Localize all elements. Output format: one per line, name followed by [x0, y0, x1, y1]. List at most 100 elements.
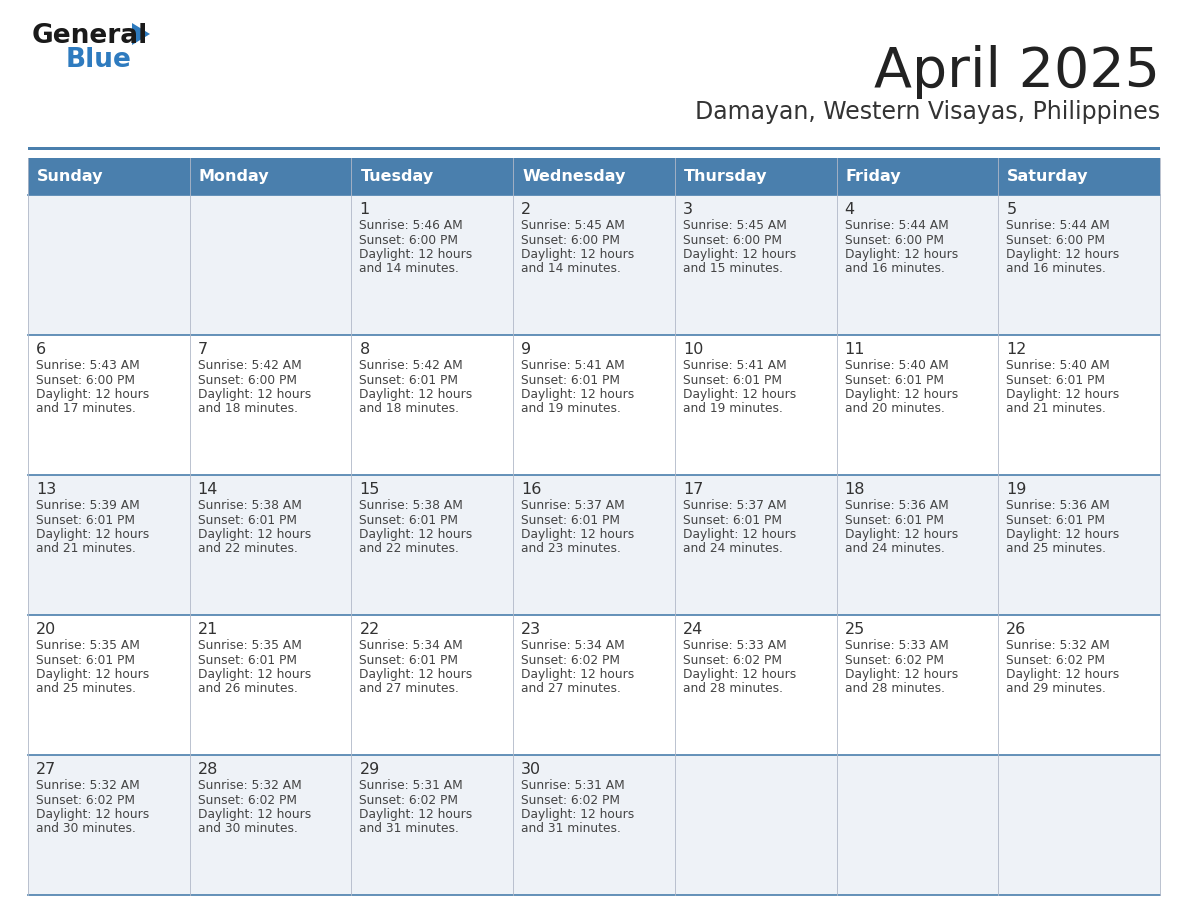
Text: Daylight: 12 hours: Daylight: 12 hours	[1006, 388, 1119, 401]
Text: Sunrise: 5:37 AM: Sunrise: 5:37 AM	[683, 499, 786, 512]
Text: Sunrise: 5:42 AM: Sunrise: 5:42 AM	[360, 359, 463, 372]
Text: 4: 4	[845, 202, 854, 217]
Text: Wednesday: Wednesday	[523, 169, 626, 184]
Text: Tuesday: Tuesday	[360, 169, 434, 184]
Text: Daylight: 12 hours: Daylight: 12 hours	[683, 528, 796, 541]
Text: Sunset: 6:01 PM: Sunset: 6:01 PM	[36, 654, 135, 666]
Text: Sunrise: 5:43 AM: Sunrise: 5:43 AM	[36, 359, 140, 372]
Text: Sunset: 6:00 PM: Sunset: 6:00 PM	[197, 374, 297, 386]
Text: 18: 18	[845, 482, 865, 497]
Text: and 18 minutes.: and 18 minutes.	[197, 402, 298, 416]
Text: Sunrise: 5:35 AM: Sunrise: 5:35 AM	[197, 639, 302, 652]
Text: Sunrise: 5:32 AM: Sunrise: 5:32 AM	[1006, 639, 1110, 652]
Text: Sunset: 6:02 PM: Sunset: 6:02 PM	[360, 793, 459, 807]
Bar	[29, 147, 1159, 150]
Text: Daylight: 12 hours: Daylight: 12 hours	[197, 668, 311, 681]
Text: Sunset: 6:02 PM: Sunset: 6:02 PM	[845, 654, 943, 666]
Text: 6: 6	[36, 342, 46, 357]
Text: Sunrise: 5:38 AM: Sunrise: 5:38 AM	[360, 499, 463, 512]
Text: 15: 15	[360, 482, 380, 497]
Text: Daylight: 12 hours: Daylight: 12 hours	[360, 668, 473, 681]
Bar	[29, 195, 1159, 335]
Text: Daylight: 12 hours: Daylight: 12 hours	[522, 388, 634, 401]
Text: Sunday: Sunday	[37, 169, 103, 184]
Text: Daylight: 12 hours: Daylight: 12 hours	[522, 528, 634, 541]
Text: Sunrise: 5:45 AM: Sunrise: 5:45 AM	[683, 219, 786, 232]
Text: 22: 22	[360, 622, 380, 637]
Text: and 23 minutes.: and 23 minutes.	[522, 543, 621, 555]
Text: and 16 minutes.: and 16 minutes.	[1006, 263, 1106, 275]
Text: Sunrise: 5:46 AM: Sunrise: 5:46 AM	[360, 219, 463, 232]
Text: Daylight: 12 hours: Daylight: 12 hours	[36, 808, 150, 821]
Text: 13: 13	[36, 482, 56, 497]
Text: and 25 minutes.: and 25 minutes.	[36, 682, 135, 696]
Text: 8: 8	[360, 342, 369, 357]
Text: 9: 9	[522, 342, 531, 357]
Text: Sunrise: 5:39 AM: Sunrise: 5:39 AM	[36, 499, 140, 512]
Polygon shape	[132, 23, 150, 45]
Text: Sunrise: 5:31 AM: Sunrise: 5:31 AM	[522, 779, 625, 792]
Text: Sunset: 6:00 PM: Sunset: 6:00 PM	[683, 233, 782, 247]
Text: 12: 12	[1006, 342, 1026, 357]
Text: Daylight: 12 hours: Daylight: 12 hours	[1006, 528, 1119, 541]
Text: 26: 26	[1006, 622, 1026, 637]
Text: Daylight: 12 hours: Daylight: 12 hours	[360, 248, 473, 261]
Bar	[29, 475, 1159, 615]
Text: Daylight: 12 hours: Daylight: 12 hours	[36, 668, 150, 681]
Text: Damayan, Western Visayas, Philippines: Damayan, Western Visayas, Philippines	[695, 100, 1159, 124]
Text: Sunset: 6:01 PM: Sunset: 6:01 PM	[522, 374, 620, 386]
Text: Sunset: 6:02 PM: Sunset: 6:02 PM	[522, 793, 620, 807]
Text: Sunrise: 5:36 AM: Sunrise: 5:36 AM	[845, 499, 948, 512]
Text: Sunrise: 5:44 AM: Sunrise: 5:44 AM	[845, 219, 948, 232]
Text: and 14 minutes.: and 14 minutes.	[360, 263, 460, 275]
Text: 29: 29	[360, 762, 380, 777]
Text: Sunrise: 5:38 AM: Sunrise: 5:38 AM	[197, 499, 302, 512]
Text: Sunset: 6:00 PM: Sunset: 6:00 PM	[36, 374, 135, 386]
Text: Sunset: 6:00 PM: Sunset: 6:00 PM	[522, 233, 620, 247]
Text: Daylight: 12 hours: Daylight: 12 hours	[522, 808, 634, 821]
Text: and 15 minutes.: and 15 minutes.	[683, 263, 783, 275]
Text: 14: 14	[197, 482, 219, 497]
Text: Daylight: 12 hours: Daylight: 12 hours	[683, 668, 796, 681]
Text: Daylight: 12 hours: Daylight: 12 hours	[845, 528, 958, 541]
Text: Daylight: 12 hours: Daylight: 12 hours	[845, 248, 958, 261]
Text: 2: 2	[522, 202, 531, 217]
Text: Sunset: 6:02 PM: Sunset: 6:02 PM	[36, 793, 135, 807]
Text: Sunrise: 5:41 AM: Sunrise: 5:41 AM	[522, 359, 625, 372]
Text: Sunset: 6:01 PM: Sunset: 6:01 PM	[36, 513, 135, 527]
Text: Sunset: 6:01 PM: Sunset: 6:01 PM	[683, 513, 782, 527]
Text: Sunrise: 5:34 AM: Sunrise: 5:34 AM	[522, 639, 625, 652]
Text: Daylight: 12 hours: Daylight: 12 hours	[683, 248, 796, 261]
Text: 16: 16	[522, 482, 542, 497]
Text: and 22 minutes.: and 22 minutes.	[360, 543, 460, 555]
Text: Daylight: 12 hours: Daylight: 12 hours	[522, 248, 634, 261]
Text: Sunset: 6:00 PM: Sunset: 6:00 PM	[1006, 233, 1105, 247]
Text: and 25 minutes.: and 25 minutes.	[1006, 543, 1106, 555]
Text: and 22 minutes.: and 22 minutes.	[197, 543, 297, 555]
Bar	[29, 335, 1159, 475]
Text: 28: 28	[197, 762, 219, 777]
Text: Sunset: 6:01 PM: Sunset: 6:01 PM	[360, 654, 459, 666]
Text: 1: 1	[360, 202, 369, 217]
Text: Sunset: 6:02 PM: Sunset: 6:02 PM	[522, 654, 620, 666]
Text: General: General	[32, 23, 148, 49]
Text: 7: 7	[197, 342, 208, 357]
Text: Sunset: 6:01 PM: Sunset: 6:01 PM	[197, 513, 297, 527]
Text: and 31 minutes.: and 31 minutes.	[360, 823, 460, 835]
Text: and 31 minutes.: and 31 minutes.	[522, 823, 621, 835]
Text: 3: 3	[683, 202, 693, 217]
Text: Sunset: 6:00 PM: Sunset: 6:00 PM	[360, 233, 459, 247]
Text: Sunset: 6:01 PM: Sunset: 6:01 PM	[845, 513, 943, 527]
Text: and 18 minutes.: and 18 minutes.	[360, 402, 460, 416]
Text: 21: 21	[197, 622, 219, 637]
Text: and 17 minutes.: and 17 minutes.	[36, 402, 135, 416]
Text: Daylight: 12 hours: Daylight: 12 hours	[197, 808, 311, 821]
Text: Daylight: 12 hours: Daylight: 12 hours	[360, 388, 473, 401]
Text: Sunset: 6:01 PM: Sunset: 6:01 PM	[1006, 513, 1105, 527]
Text: and 24 minutes.: and 24 minutes.	[683, 543, 783, 555]
Text: Daylight: 12 hours: Daylight: 12 hours	[360, 528, 473, 541]
Text: Daylight: 12 hours: Daylight: 12 hours	[360, 808, 473, 821]
Text: and 24 minutes.: and 24 minutes.	[845, 543, 944, 555]
Text: Daylight: 12 hours: Daylight: 12 hours	[36, 388, 150, 401]
Text: Sunset: 6:01 PM: Sunset: 6:01 PM	[197, 654, 297, 666]
